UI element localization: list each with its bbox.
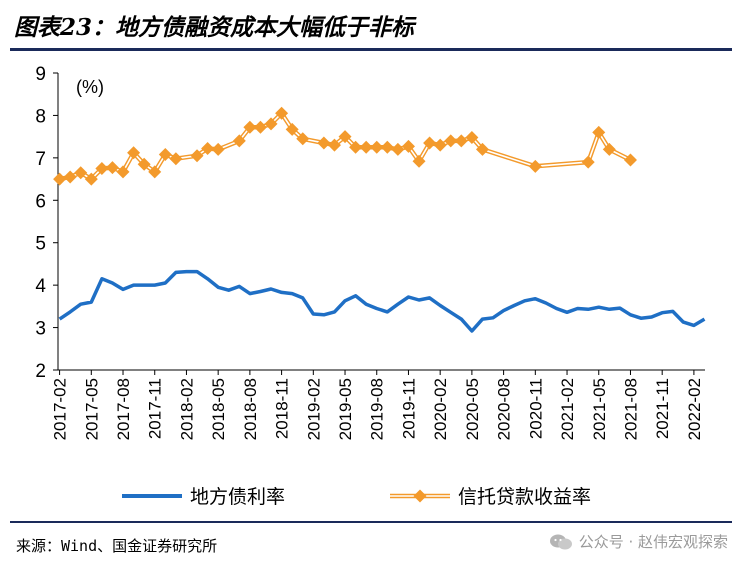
- x-tick-label: 2021-02: [558, 378, 577, 440]
- y-tick-label: 2: [35, 361, 46, 382]
- series-1: [58, 269, 706, 333]
- data-point-marker: [275, 106, 289, 120]
- x-tick-label: 2020-11: [526, 378, 545, 439]
- data-point-marker: [349, 140, 363, 154]
- data-point-marker: [380, 140, 394, 154]
- data-point-marker: [433, 138, 447, 152]
- data-point-marker: [327, 138, 341, 152]
- data-point-marker: [232, 134, 246, 148]
- data-point-marker: [53, 172, 67, 186]
- y-tick-label: 4: [35, 276, 46, 297]
- data-point-marker: [211, 142, 225, 156]
- y-tick-label: 7: [35, 149, 46, 170]
- data-point-marker: [581, 155, 595, 169]
- data-point-marker: [412, 154, 426, 168]
- unit-label: (%): [76, 77, 104, 97]
- data-point-marker: [243, 120, 257, 134]
- data-point-marker: [465, 130, 479, 144]
- legend-marker: [413, 489, 427, 503]
- chart-series: [53, 106, 706, 333]
- data-point-marker: [423, 136, 437, 150]
- legend-item-1: 地方债利率: [122, 486, 285, 508]
- data-point-marker: [391, 142, 405, 156]
- x-tick-label: 2020-05: [463, 378, 482, 440]
- y-tick-label: 8: [35, 106, 46, 127]
- data-point-marker: [264, 117, 278, 131]
- x-tick-label: 2022-02: [685, 378, 704, 440]
- y-tick-label: 6: [35, 191, 46, 212]
- x-tick-label: 2017-05: [82, 378, 101, 440]
- y-tick-label: 5: [35, 234, 46, 255]
- data-point-marker: [623, 153, 637, 167]
- x-tick-label: 2020-02: [431, 378, 450, 440]
- data-point-marker: [201, 142, 215, 156]
- data-point-marker: [169, 152, 183, 166]
- data-point-marker: [285, 122, 299, 136]
- data-point-marker: [95, 161, 109, 175]
- data-point-marker: [296, 132, 310, 146]
- data-point-marker: [528, 159, 542, 173]
- x-tick-label: 2019-11: [399, 378, 418, 439]
- legend-label: 信托贷款收益率: [458, 486, 591, 508]
- series-2: [53, 106, 637, 186]
- data-point-marker: [127, 146, 141, 160]
- data-point-marker: [317, 136, 331, 150]
- source-note: 来源：Wind、国金证券研究所: [16, 537, 218, 555]
- chart-legend: 地方债利率 信托贷款收益率: [122, 486, 591, 508]
- data-point-marker: [444, 134, 458, 148]
- x-tick-label: 2021-05: [590, 378, 609, 440]
- watermark-text: 公众号 · 赵伟宏观探索: [578, 533, 728, 551]
- x-tick-label: 2018-02: [177, 378, 196, 440]
- series-line: [58, 269, 706, 333]
- watermark: 公众号 · 赵伟宏观探索: [549, 531, 728, 552]
- data-point-marker: [475, 142, 489, 156]
- data-point-marker: [401, 139, 415, 153]
- data-point-marker: [190, 149, 204, 163]
- x-tick-label: 2018-11: [273, 378, 292, 439]
- chart-axes: 2 3 4 5 6 7 8 9 (%) 2017-02 2017-05 2017-08 2017-11 2…: [35, 64, 705, 440]
- x-tick-label: 2021-08: [621, 378, 640, 440]
- data-point-marker: [63, 170, 77, 184]
- x-tick-label: 2019-08: [368, 378, 387, 440]
- x-tick-label: 2018-05: [209, 378, 228, 440]
- data-point-marker: [253, 120, 267, 134]
- data-point-marker: [359, 140, 373, 154]
- x-tick-label: 2021-11: [653, 378, 672, 439]
- data-point-marker: [116, 165, 130, 179]
- data-point-marker: [454, 134, 468, 148]
- data-point-marker: [84, 172, 98, 186]
- data-point-marker: [74, 166, 88, 180]
- data-point-marker: [148, 165, 162, 179]
- x-tick-label: 2018-08: [241, 378, 260, 440]
- data-point-marker: [592, 125, 606, 139]
- title-divider: [10, 48, 732, 51]
- data-point-marker: [338, 130, 352, 144]
- data-point-marker: [105, 161, 119, 175]
- legend-label: 地方债利率: [190, 486, 285, 508]
- legend-item-2: 信托贷款收益率: [390, 486, 591, 508]
- x-tick-label: 2017-11: [146, 378, 165, 439]
- wechat-icon: [549, 534, 572, 549]
- data-point-marker: [370, 140, 384, 154]
- x-tick-label: 2020-08: [495, 378, 514, 440]
- x-tick-label: 2017-02: [51, 378, 70, 440]
- footer-divider: [10, 521, 732, 523]
- data-point-marker: [602, 142, 616, 156]
- data-point-marker: [158, 147, 172, 161]
- chart-title: 图表23：地方债融资成本大幅低于非标: [14, 14, 415, 41]
- data-point-marker: [137, 157, 151, 171]
- x-tick-label: 2019-05: [336, 378, 355, 440]
- x-tick-label: 2017-08: [114, 378, 133, 440]
- x-tick-label: 2019-02: [304, 378, 323, 440]
- y-tick-label: 9: [35, 64, 46, 85]
- y-tick-label: 3: [35, 319, 46, 340]
